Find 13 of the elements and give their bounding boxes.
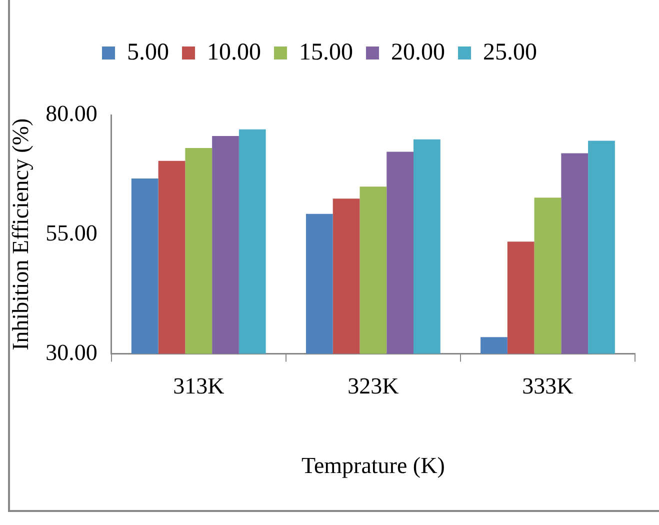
y-tick-label: 55.00 [46, 220, 98, 246]
y-tick-label: 30.00 [46, 340, 98, 365]
legend-label: 10.00 [207, 39, 261, 66]
legend-label: 15.00 [299, 39, 353, 66]
y-axis-title: Inhibition Efficiency (%) [8, 118, 33, 350]
legend-label: 20.00 [391, 39, 445, 66]
legend-label: 5.00 [127, 39, 169, 66]
y-tick-label: 80.00 [46, 101, 98, 126]
x-tick-label: 313K [173, 374, 225, 399]
x-tick-label: 333K [522, 374, 574, 399]
x-axis-title: Temprature (K) [301, 453, 445, 478]
legend-label: 25.00 [483, 39, 537, 66]
x-tick-label: 323K [348, 374, 400, 399]
